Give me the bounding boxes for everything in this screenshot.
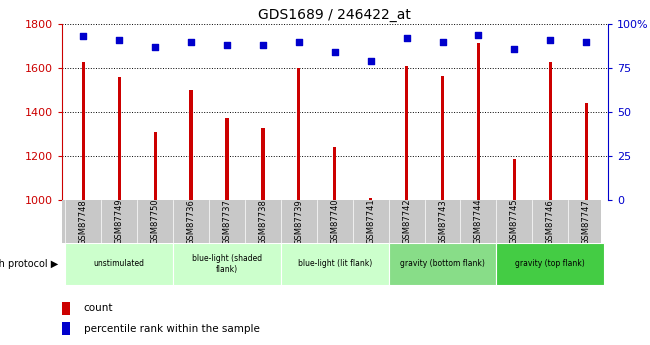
Bar [441,76,444,200]
Bar [389,243,497,285]
Text: GSM87744: GSM87744 [474,199,483,245]
Text: GSM87739: GSM87739 [294,199,304,245]
Bar [226,118,229,200]
Bar [66,243,173,285]
Point [402,36,412,41]
Text: gravity (bottom flank): gravity (bottom flank) [400,259,485,268]
Text: GSM87749: GSM87749 [114,199,124,245]
Bar [405,66,408,200]
Bar [513,159,516,200]
Text: count: count [84,303,113,313]
Point [294,39,304,45]
Text: unstimulated: unstimulated [94,259,145,268]
Text: blue-light (lit flank): blue-light (lit flank) [298,259,372,268]
Bar [477,43,480,200]
Bar [189,90,192,200]
Text: percentile rank within the sample: percentile rank within the sample [84,324,259,334]
Point [473,32,484,38]
Point [365,58,376,64]
Text: GSM87737: GSM87737 [222,199,231,245]
Bar [549,61,552,200]
Bar [333,147,336,200]
Point [150,44,161,50]
Bar [281,243,389,285]
Text: GSM87747: GSM87747 [582,199,591,245]
Point [186,39,196,45]
Text: GSM87746: GSM87746 [546,199,555,245]
Point [545,37,556,43]
Title: GDS1689 / 246422_at: GDS1689 / 246422_at [258,8,411,22]
Point [509,46,519,51]
Bar [82,61,85,200]
Text: GSM87750: GSM87750 [151,199,160,245]
Bar [173,243,281,285]
Text: gravity (top flank): gravity (top flank) [515,259,585,268]
Text: GSM87741: GSM87741 [366,199,375,245]
Point [78,34,88,39]
Point [437,39,448,45]
Point [222,42,232,48]
Bar [62,322,70,335]
Point [330,50,340,55]
Text: blue-light (shaded
flank): blue-light (shaded flank) [192,254,262,274]
Text: GSM87748: GSM87748 [79,199,88,245]
Bar [497,243,604,285]
Bar [118,77,121,200]
Text: GSM87740: GSM87740 [330,199,339,245]
Point [114,37,124,43]
Bar [584,104,588,200]
Point [581,39,592,45]
Bar [369,198,372,200]
Text: GSM87745: GSM87745 [510,199,519,245]
Text: GSM87738: GSM87738 [259,199,267,245]
Bar [62,302,70,315]
Bar [297,68,300,200]
Point [257,42,268,48]
Bar [153,132,157,200]
Text: growth protocol ▶: growth protocol ▶ [0,259,58,269]
Text: GSM87743: GSM87743 [438,199,447,245]
Text: GSM87742: GSM87742 [402,199,411,245]
Text: GSM87736: GSM87736 [187,199,196,245]
Bar [261,128,265,200]
